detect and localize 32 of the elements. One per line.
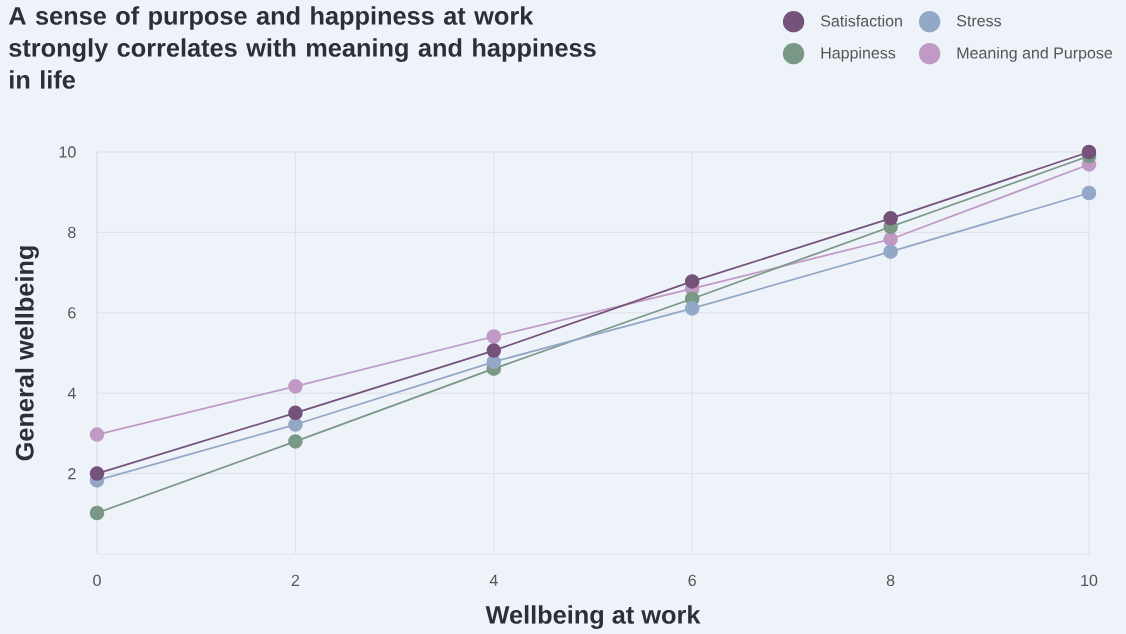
- x-tick-label: 8: [886, 574, 895, 587]
- point: [89, 466, 105, 481]
- point: [89, 505, 105, 521]
- legend-label: Satisfaction: [820, 14, 902, 27]
- point: [486, 343, 502, 358]
- point: [883, 211, 898, 226]
- point: [1081, 144, 1097, 160]
- point: [684, 301, 700, 316]
- point: [288, 379, 303, 394]
- point: [883, 244, 898, 259]
- x-axis-title: Wellbeing at work: [485, 605, 701, 629]
- y-tick-label: 2: [68, 468, 76, 480]
- y-axis-title: General wellbeing: [15, 246, 39, 461]
- legend-label: Stress: [957, 15, 1002, 27]
- x-tick-label: 10: [1081, 574, 1098, 587]
- point: [288, 405, 303, 421]
- point: [288, 434, 303, 449]
- point: [486, 329, 502, 344]
- point: [89, 427, 105, 442]
- x-tick-label: 2: [291, 574, 300, 586]
- y-tick-label: 4: [67, 387, 76, 399]
- point: [1081, 185, 1097, 201]
- legend-label: Happiness: [821, 46, 896, 62]
- chart-title: A sense of purpose and happiness at work strongly correlates with meaning and happiness in life: [8, 6, 596, 89]
- legend-label: Meaning and Purpose: [957, 46, 1113, 62]
- point: [684, 274, 700, 289]
- y-tick-label: 6: [68, 307, 76, 319]
- y-tick-label: 10: [59, 146, 76, 158]
- y-tick-label: 8: [68, 226, 76, 239]
- x-tick-label: 6: [688, 574, 696, 587]
- x-tick-label: 4: [489, 574, 498, 586]
- x-tick-label: 0: [93, 574, 101, 587]
